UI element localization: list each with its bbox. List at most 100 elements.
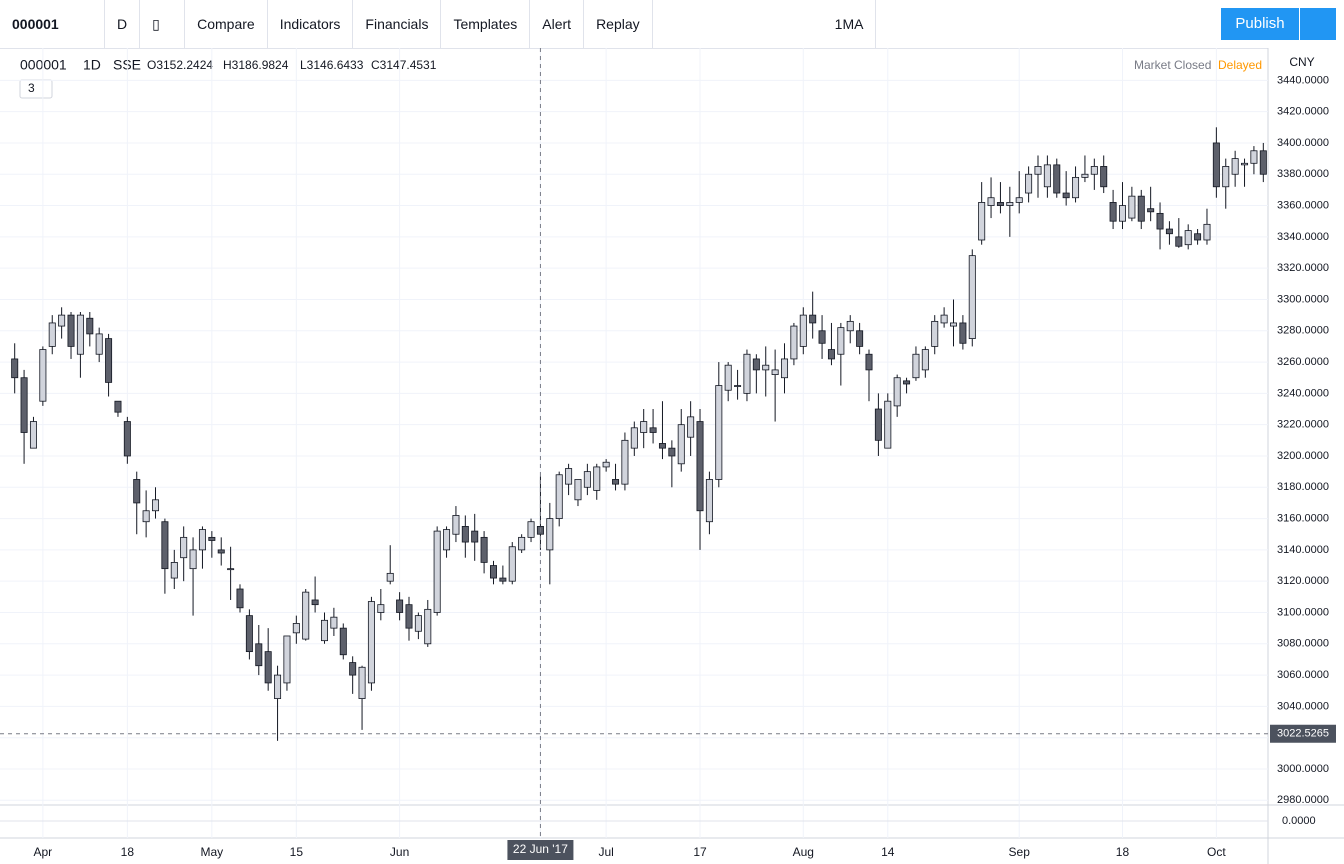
candle-body [349,662,357,676]
collapse-button[interactable] [19,79,53,99]
indicators[interactable]: Indicators [268,0,354,48]
candle-body [461,526,469,543]
candle-body [640,421,648,433]
y-tick-label: 3300.0000 [1277,293,1329,305]
candle-body [189,549,197,570]
play-button[interactable] [1300,8,1336,40]
candle-body [959,322,967,344]
y-tick-label: 3380.0000 [1277,168,1329,180]
candle-body [1062,192,1070,199]
candle-body [715,385,723,480]
candle-body [912,353,920,379]
candle-body [668,447,676,457]
y-tick-label: 3240.0000 [1277,387,1329,399]
candle-body [405,604,413,629]
candle-body [1072,176,1080,199]
candle-body [968,255,976,339]
candle-body [987,197,995,206]
candle-body [790,325,798,360]
candle-body [489,565,497,579]
candle-body [1250,150,1258,164]
financials[interactable]: Financials [353,0,442,48]
candle-body [1194,233,1202,241]
y-tick-label: 3280.0000 [1277,325,1329,337]
candle-body [58,314,66,327]
candle-body [1006,202,1014,206]
candle-body [292,623,300,634]
interval[interactable]: D [105,0,141,48]
candle-body [865,353,873,371]
legend-high: H3186.9824 [223,58,289,72]
candle-body [321,619,328,642]
compare[interactable]: Compare [185,0,268,48]
y-tick-label: 3060.0000 [1277,669,1329,681]
candle-body [846,320,854,332]
y-tick-label: 3400.0000 [1277,137,1329,149]
replay[interactable]: Replay [584,0,653,48]
candle-body [818,330,826,344]
candle-body [396,599,404,613]
candle-body [424,608,432,645]
x-tick-label: 15 [290,845,304,859]
candle-body [1156,212,1164,230]
candle-body [433,530,441,613]
x-tick-label: 17 [693,845,707,859]
candle-body [227,568,235,571]
candle-body [771,369,779,375]
layout[interactable]: 1MA [823,0,877,48]
candle-body [1259,150,1267,175]
candle-body [724,364,732,391]
candle-body [1175,236,1183,247]
candle-body [612,479,620,485]
candle-body [583,471,591,488]
candle-body [809,314,817,324]
x-tick-label: May [201,845,224,859]
candle-body [1231,158,1239,175]
chart-style[interactable]: ▯ [140,0,186,48]
candle-body [752,358,760,371]
candle-body [1137,195,1145,222]
candle-body [555,474,563,519]
candle-body [743,353,751,394]
candle-body [921,349,929,371]
y-tick-label: 3320.0000 [1277,262,1329,274]
crosshair-date: 22 Jun '17 [513,842,568,856]
legend-open: O3152.2424 [147,58,213,72]
candle-body [180,536,188,559]
candle-body [1184,230,1192,246]
y-tick-label: 3220.0000 [1277,419,1329,431]
candle-body [499,577,507,582]
candle-body [658,443,666,449]
crosshair-price-tag [1270,724,1336,743]
candle-body [874,408,882,441]
templates[interactable]: Templates [441,0,531,48]
candle-body [1081,173,1089,178]
chart: 000001 1D SSE O3152.2424 H3186.9824 L314… [0,48,1344,864]
legend-symbol: 000001 [20,57,67,73]
candle-body [339,627,347,656]
candle-body [1128,195,1136,219]
candle-body [170,562,178,579]
candle-body [208,536,216,541]
candle-body [1100,166,1108,188]
candle-body [630,427,638,449]
candle-body [1212,142,1220,188]
candle-body [39,349,47,402]
candle-body [1147,208,1155,213]
symbol[interactable]: 000001 [0,0,105,48]
candle-body [161,521,169,570]
candle-body [198,529,206,551]
candle-body [471,530,479,543]
alert[interactable]: Alert [530,0,585,48]
candle-body [20,377,28,433]
candle-body [443,529,451,551]
publish[interactable]: Publish [1221,8,1299,40]
legend-low: L3146.6433 [300,58,364,72]
candle-body [311,599,319,606]
candle-body [367,601,375,684]
candle-body [480,536,488,563]
candle-body [255,643,263,667]
candle-body [48,322,56,347]
y-tick-label: 3100.0000 [1277,606,1329,618]
y-tick-label: 3140.0000 [1277,544,1329,556]
